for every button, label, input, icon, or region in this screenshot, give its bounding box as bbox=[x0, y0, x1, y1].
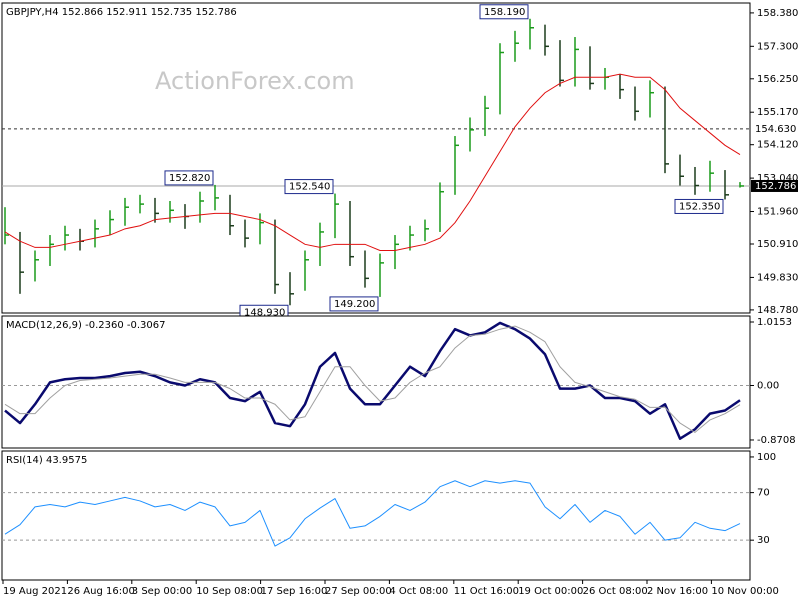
pane-title: GBPJPY,H4 152.866 152.911 152.735 152.78… bbox=[6, 7, 237, 18]
annotation: 158.190 bbox=[484, 7, 525, 18]
y-tick-label: 156.250 bbox=[757, 74, 798, 85]
x-tick-label: 11 Oct 16:00 bbox=[454, 586, 519, 597]
x-tick-label: 26 Aug 16:00 bbox=[67, 586, 134, 597]
x-tick-label: 17 Sep 16:00 bbox=[261, 586, 328, 597]
annotation-box bbox=[284, 179, 334, 195]
price-label: 154.630 bbox=[755, 124, 796, 135]
pane-frame bbox=[1, 450, 751, 581]
pane-frame bbox=[1, 2, 751, 314]
y-tick-label: 155.170 bbox=[757, 107, 798, 118]
y-tick-label: 154.120 bbox=[757, 140, 798, 151]
moving-average bbox=[4, 73, 741, 252]
y-tick-label: 70 bbox=[757, 488, 770, 499]
pane-title: MACD(12,26,9) -0.2360 -0.3067 bbox=[6, 320, 166, 331]
x-tick-label: 10 Sep 08:00 bbox=[196, 586, 263, 597]
annotation: 148.930 bbox=[244, 307, 285, 318]
x-tick-label: 3 Sep 00:00 bbox=[132, 586, 192, 597]
annotation: 152.820 bbox=[169, 173, 210, 184]
x-tick-label: 4 Oct 08:00 bbox=[389, 586, 448, 597]
y-tick-label: 158.380 bbox=[757, 8, 798, 19]
y-tick-label: 100 bbox=[757, 452, 776, 463]
watermark: ActionForex.com bbox=[155, 67, 355, 95]
y-tick-label: 150.910 bbox=[757, 239, 798, 250]
x-tick-label: 19 Oct 00:00 bbox=[518, 586, 583, 597]
annotation: 152.350 bbox=[679, 201, 720, 212]
x-tick-label: 19 Aug 2021 bbox=[3, 586, 67, 597]
x-tick-label: 26 Oct 08:00 bbox=[583, 586, 648, 597]
annotation: 149.200 bbox=[334, 299, 375, 310]
y-tick-label: -0.8708 bbox=[757, 435, 796, 446]
x-tick-label: 2 Nov 16:00 bbox=[647, 586, 708, 597]
y-tick-label: 151.960 bbox=[757, 207, 798, 218]
x-tick-label: 27 Sep 00:00 bbox=[325, 586, 392, 597]
y-tick-label: 153.040 bbox=[757, 173, 798, 184]
series-line bbox=[4, 325, 741, 433]
price-label-box bbox=[751, 122, 798, 135]
y-tick-label: 30 bbox=[757, 535, 770, 546]
y-tick-label: 148.780 bbox=[757, 305, 798, 316]
annotation: 152.540 bbox=[289, 182, 330, 193]
annotation-box bbox=[674, 198, 724, 214]
pane-frame bbox=[1, 315, 751, 449]
y-tick-label: 0.00 bbox=[757, 381, 779, 392]
price-label-box bbox=[751, 179, 798, 192]
y-tick-label: 149.830 bbox=[757, 272, 798, 283]
y-tick-label: 157.300 bbox=[757, 41, 798, 52]
y-tick-label: 1.0153 bbox=[757, 317, 792, 328]
x-tick-label: 10 Nov 00:00 bbox=[711, 586, 778, 597]
series-line bbox=[4, 321, 741, 440]
price-label: 152.786 bbox=[755, 181, 796, 192]
series-line bbox=[4, 480, 741, 547]
annotation-box bbox=[479, 4, 529, 20]
annotation-box bbox=[164, 170, 214, 186]
annotation-box bbox=[329, 296, 379, 312]
pane-title: RSI(14) 43.9575 bbox=[6, 455, 87, 466]
